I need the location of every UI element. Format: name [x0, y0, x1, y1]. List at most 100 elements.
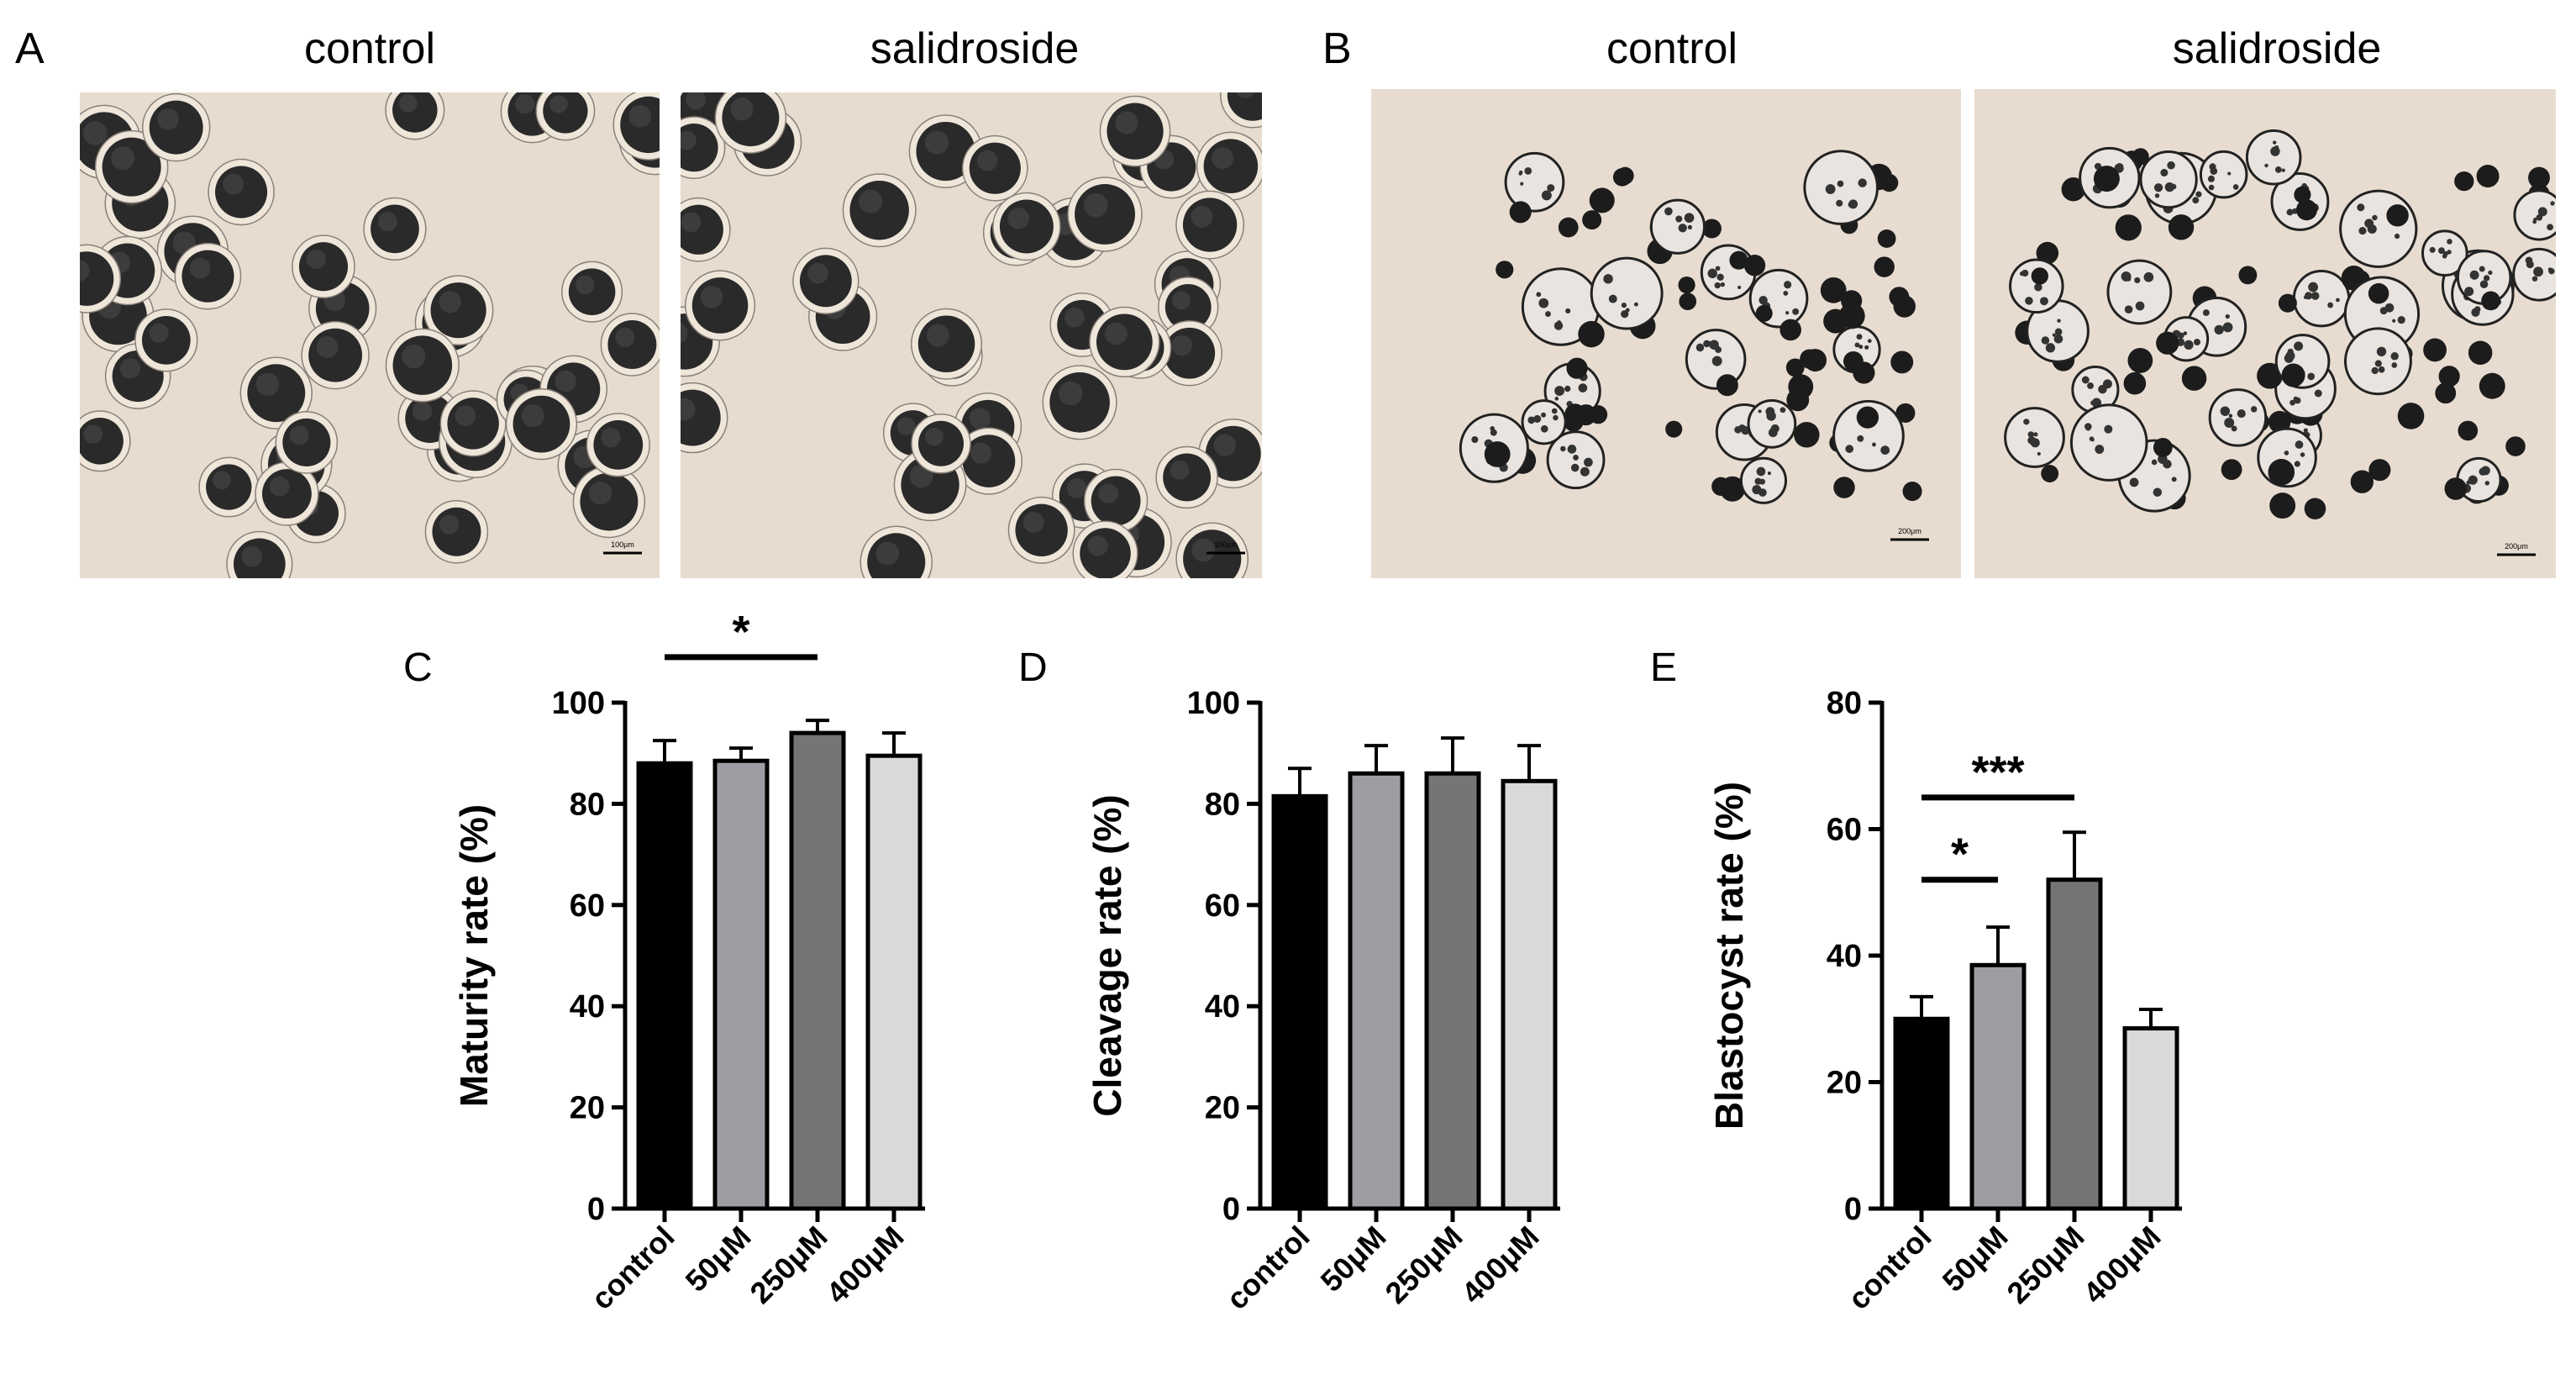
oocyte [1067, 176, 1143, 252]
embryo [2481, 291, 2500, 311]
scale-bar-B-control: 200μm [1890, 527, 1929, 541]
scale-bar-B-salidroside: 200μm [2497, 542, 2536, 556]
embryo [2294, 186, 2311, 203]
embryo [2513, 189, 2556, 241]
bar-250μM [2046, 877, 2103, 1211]
embryo [2368, 282, 2389, 304]
embryo [2132, 148, 2149, 166]
oocyte [226, 530, 293, 578]
micrograph-B-salidroside [1974, 89, 2556, 578]
caption-A-control: control [304, 24, 435, 73]
oocyte [1196, 131, 1262, 201]
embryo [2127, 348, 2153, 373]
embryo [1649, 198, 1706, 255]
oocyte [1158, 277, 1219, 338]
embryo [1589, 187, 1615, 213]
embryo [2505, 436, 2526, 456]
embryo [2268, 410, 2291, 434]
oocyte [535, 92, 596, 141]
oocyte [424, 500, 489, 564]
y-tick-label: 100 [552, 686, 605, 721]
embryo [1794, 422, 1820, 448]
y-tick-label: 80 [570, 787, 605, 822]
oocyte [80, 410, 131, 472]
embryo [2156, 331, 2179, 355]
embryo [2115, 214, 2142, 241]
embryo [2435, 382, 2457, 404]
embryo [2069, 403, 2148, 482]
embryo [1743, 255, 1766, 277]
bar-400μM [865, 753, 923, 1211]
y-tick-label: 60 [1205, 888, 1240, 924]
embryo [2281, 363, 2305, 387]
oocyte [714, 92, 787, 154]
embryo [1739, 456, 1787, 504]
embryo [1665, 420, 1683, 438]
embryo [2421, 229, 2468, 277]
embryo [1701, 219, 1722, 239]
embryo [2386, 204, 2409, 227]
oocyte [911, 308, 983, 380]
y-axis-label: Blastocyst rate (%) [1707, 782, 1751, 1130]
embryo [2479, 372, 2505, 399]
embryo [1578, 320, 1605, 348]
embryo [2423, 338, 2447, 362]
oocyte [385, 328, 460, 403]
oocyte [1099, 95, 1171, 167]
embryo [1895, 403, 1916, 423]
embryo [1800, 349, 1820, 369]
oocyte [1175, 190, 1245, 260]
embryo [1890, 350, 1914, 374]
significance-label: * [732, 607, 749, 657]
embryo [2245, 129, 2302, 186]
embryo [2199, 150, 2248, 199]
embryo [2350, 470, 2374, 493]
embryo [1590, 256, 1664, 330]
embryo [1902, 482, 1922, 502]
bar-control [636, 761, 693, 1211]
panel-letter-E: E [1650, 645, 1677, 690]
embryo [1729, 250, 1748, 270]
y-tick-label: 0 [587, 1192, 605, 1227]
scale-bar-label-A-control: 100μm [611, 540, 634, 549]
embryo [1678, 276, 1695, 294]
embryo [1747, 399, 1797, 449]
embryo [1785, 358, 1805, 377]
embryo [2041, 465, 2059, 482]
embryo [2295, 199, 2317, 221]
oocyte [134, 308, 198, 372]
oocyte [275, 411, 339, 474]
embryo [1575, 404, 1597, 426]
embryo [1496, 261, 1514, 279]
bar-50μM [1969, 962, 2027, 1211]
embryo [1820, 277, 1847, 303]
embryo [2004, 407, 2065, 468]
oocyte [685, 270, 756, 341]
oocyte [239, 356, 313, 429]
y-tick-label: 80 [1827, 686, 1862, 721]
oocyte [954, 427, 1023, 495]
y-tick-label: 20 [570, 1091, 605, 1126]
oocyte [439, 390, 507, 457]
embryo [1780, 319, 1801, 341]
significance-label: *** [1971, 747, 2024, 798]
embryo [2304, 498, 2326, 520]
embryo [1877, 229, 1896, 248]
oocyte [561, 261, 623, 323]
oocyte [141, 92, 211, 162]
x-tick-label: 400μM [1454, 1220, 1545, 1310]
y-tick-label: 80 [1205, 787, 1240, 822]
y-tick-label: 40 [570, 989, 605, 1025]
embryo [1521, 399, 1567, 445]
oocyte [1155, 445, 1218, 509]
embryo [2139, 150, 2198, 209]
micrograph-A-salidroside [681, 92, 1262, 578]
y-tick-label: 40 [1205, 989, 1240, 1025]
embryo [2153, 438, 2173, 457]
embryo [1856, 406, 1879, 429]
x-tick-label: 400μM [2076, 1220, 2167, 1310]
x-tick-label: control [1841, 1220, 1937, 1316]
bar-400μM [1501, 778, 1558, 1211]
